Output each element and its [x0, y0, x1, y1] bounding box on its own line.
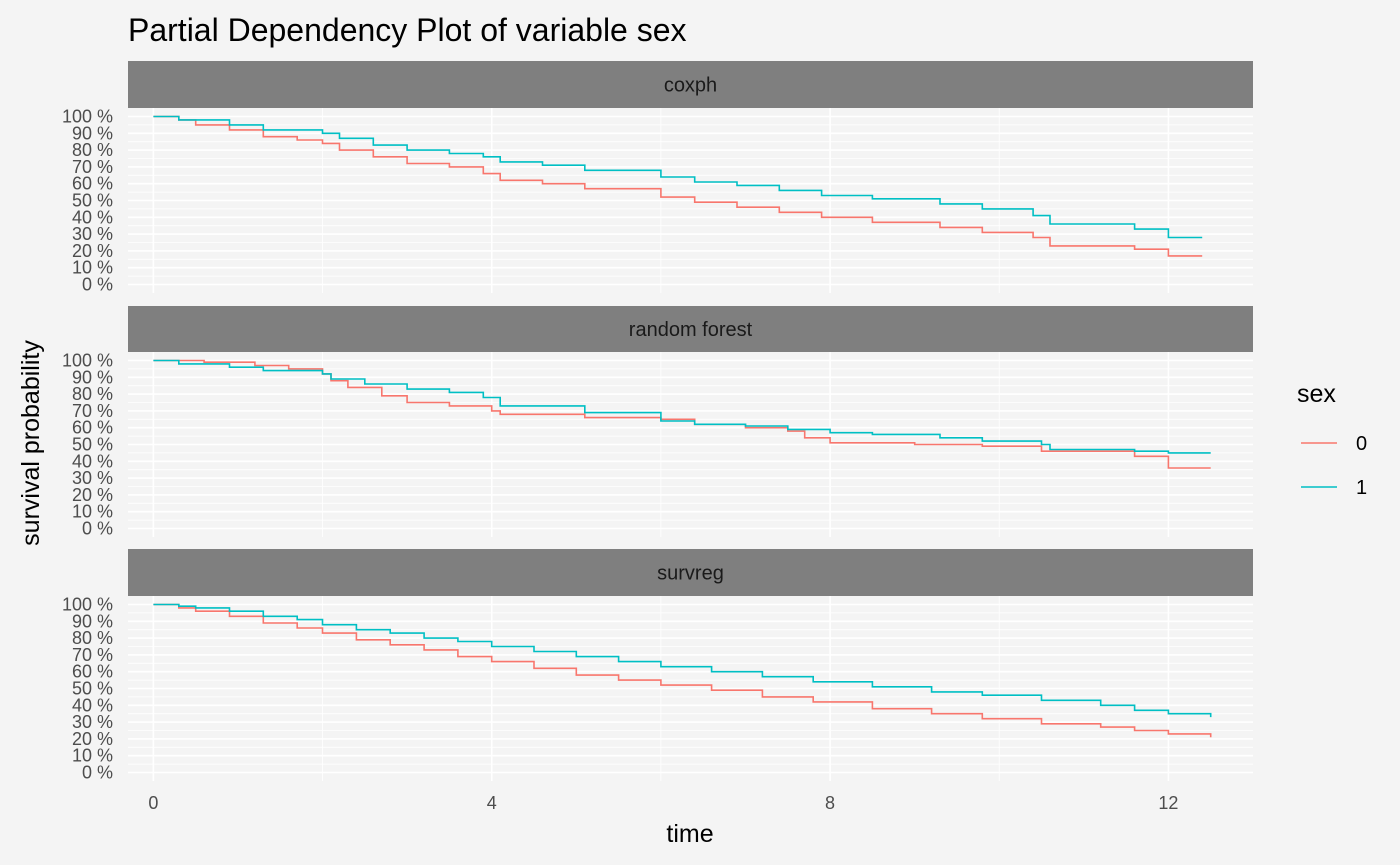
y-tick-label: 40 %: [72, 451, 113, 471]
strip-header: [128, 549, 1253, 596]
legend: sex 0 1: [1297, 380, 1367, 499]
panel-2: random forest 0 %10 %20 %30 %40 %50 %60 %…: [62, 306, 1253, 539]
y-tick-label: 30 %: [72, 468, 113, 488]
y-tick-label: 30 %: [72, 712, 113, 732]
y-tick-label: 0 %: [82, 519, 113, 539]
y-tick-label: 60 %: [72, 418, 113, 438]
series-line-sex-1: [153, 603, 1212, 718]
y-tick-label: 80 %: [72, 628, 113, 648]
y-tick-label: 40 %: [72, 207, 113, 227]
y-tick-label: 40 %: [72, 695, 113, 715]
panel-1: coxph 0 %10 %20 %30 %40 %50 %60 %70 %80 %…: [62, 61, 1253, 295]
y-tick-label: 60 %: [72, 174, 113, 194]
y-tick-label: 60 %: [72, 662, 113, 682]
x-tick-label: 12: [1158, 793, 1178, 813]
panel-3: survreg 0 %10 %20 %30 %40 %50 %60 %70 %80…: [62, 549, 1253, 783]
series-line-sex-1: [153, 115, 1203, 239]
x-tick-label: 8: [825, 793, 835, 813]
strip-label: coxph: [664, 75, 717, 97]
y-tick-label: 10 %: [72, 746, 113, 766]
y-tick-label: 80 %: [72, 384, 113, 404]
strip-label: survreg: [657, 563, 724, 585]
y-tick-label: 70 %: [72, 645, 113, 665]
y-tick-label: 100 %: [62, 595, 113, 615]
y-tick-label: 90 %: [72, 367, 113, 387]
series-line-sex-0: [153, 603, 1212, 738]
y-tick-label: 0 %: [82, 763, 113, 783]
x-axis-label: time: [666, 820, 713, 848]
y-tick-label: 90 %: [72, 123, 113, 143]
series-line-sex-0: [153, 115, 1203, 257]
y-tick-label: 10 %: [72, 258, 113, 278]
strip-header: [128, 61, 1253, 108]
chart-title: Partial Dependency Plot of variable sex: [128, 12, 687, 48]
x-tick-label: 4: [487, 793, 497, 813]
legend-label-0: 0: [1356, 433, 1367, 455]
x-tick-label: 0: [148, 793, 158, 813]
strip-header: [128, 306, 1253, 352]
legend-label-1: 1: [1356, 477, 1367, 499]
y-tick-label: 20 %: [72, 485, 113, 505]
y-tick-label: 0 %: [82, 275, 113, 295]
strip-label: random forest: [629, 319, 753, 341]
y-tick-label: 50 %: [72, 679, 113, 699]
y-tick-label: 90 %: [72, 611, 113, 631]
y-tick-label: 50 %: [72, 191, 113, 211]
legend-title: sex: [1297, 380, 1336, 408]
y-tick-label: 20 %: [72, 241, 113, 261]
series-line-sex-1: [153, 359, 1211, 454]
y-tick-label: 80 %: [72, 140, 113, 160]
y-tick-label: 30 %: [72, 224, 113, 244]
y-tick-label: 20 %: [72, 729, 113, 749]
y-tick-label: 50 %: [72, 435, 113, 455]
y-tick-label: 70 %: [72, 157, 113, 177]
y-tick-label: 100 %: [62, 351, 113, 371]
y-axis-label: survival probability: [17, 340, 45, 546]
y-tick-label: 100 %: [62, 107, 113, 127]
y-tick-label: 70 %: [72, 401, 113, 421]
y-tick-label: 10 %: [72, 502, 113, 522]
